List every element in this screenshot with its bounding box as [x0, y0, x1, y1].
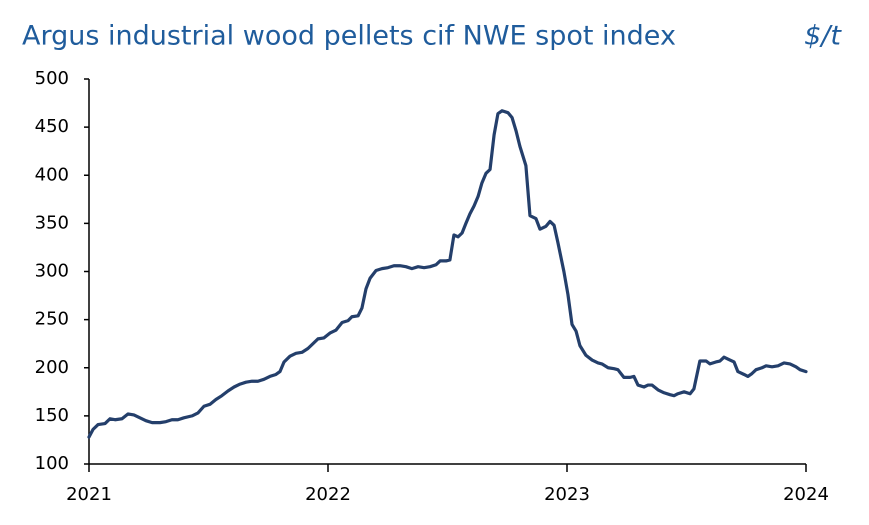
y-tick-label: 150 [35, 405, 69, 426]
y-tick-label: 100 [35, 453, 69, 474]
y-tick-label: 400 [35, 164, 69, 185]
y-tick-label: 450 [35, 116, 69, 137]
y-tick-label: 300 [35, 261, 69, 282]
x-tick-label: 2021 [66, 484, 112, 505]
y-tick-label: 500 [35, 68, 69, 89]
chart-title: Argus industrial wood pellets cif NWE sp… [22, 21, 676, 52]
x-tick-label: 2022 [305, 484, 351, 505]
y-tick-label: 200 [35, 357, 69, 378]
y-tick-label: 250 [35, 309, 69, 330]
price-line [87, 109, 808, 439]
y-tick-label: 350 [35, 212, 69, 233]
y-axis-unit: $/t [804, 21, 842, 52]
x-tick-label: 2024 [783, 484, 829, 505]
x-tick-label: 2023 [544, 484, 590, 505]
